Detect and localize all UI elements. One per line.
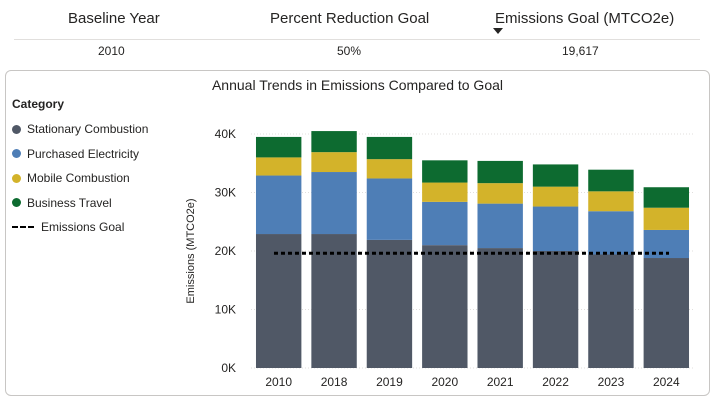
bar-business-travel xyxy=(477,160,523,184)
sort-descending-icon[interactable] xyxy=(493,28,503,34)
bar-business-travel xyxy=(366,136,413,160)
y-tick-label: 30K xyxy=(215,186,236,200)
bar-mobile-combustion xyxy=(588,191,634,212)
bar-purchased-electricity xyxy=(311,172,357,235)
bar-purchased-electricity xyxy=(532,206,579,251)
baseline-year-header: Baseline Year xyxy=(68,10,160,27)
bar-mobile-combustion xyxy=(366,159,413,179)
bar-stationary-combustion xyxy=(255,234,302,368)
y-tick-label: 10K xyxy=(215,303,236,317)
bar-business-travel xyxy=(422,160,468,183)
bar-business-travel xyxy=(643,187,690,208)
bar-mobile-combustion xyxy=(255,157,302,176)
emissions-goal-value: 19,617 xyxy=(562,44,599,58)
y-tick-label: 40K xyxy=(215,127,236,141)
bar-business-travel xyxy=(588,169,634,192)
y-tick-label: 0K xyxy=(221,361,236,375)
bar-purchased-electricity xyxy=(422,201,468,246)
bar-business-travel xyxy=(311,131,357,153)
x-tick-label: 2022 xyxy=(542,375,569,389)
x-tick-label: 2019 xyxy=(376,375,403,389)
x-tick-label: 2010 xyxy=(265,375,292,389)
legend-label: Purchased Electricity xyxy=(27,146,140,161)
bar-stationary-combustion xyxy=(532,251,579,368)
legend-label: Mobile Combustion xyxy=(27,171,130,186)
legend-title: Category xyxy=(12,97,65,111)
percent-reduction-value: 50% xyxy=(337,44,362,58)
chart-plot: 0K 10K 20K 30K 40K Emissions (MTCO2e) 2010 2018… xyxy=(185,127,694,389)
bar-business-travel xyxy=(532,164,579,187)
x-tick-label: 2024 xyxy=(653,375,680,389)
bar-mobile-combustion xyxy=(643,207,690,230)
y-axis-label: Emissions (MTCO2e) xyxy=(185,198,197,303)
kpi-card: Baseline Year Percent Reduction Goal Emi… xyxy=(6,0,708,66)
legend-swatch xyxy=(12,149,21,159)
emissions-goal-header[interactable]: Emissions Goal (MTCO2e) xyxy=(495,10,675,27)
bar-mobile-combustion xyxy=(311,152,357,173)
bar-stationary-combustion xyxy=(588,254,634,368)
x-tick-label: 2023 xyxy=(598,375,625,389)
percent-reduction-header: Percent Reduction Goal xyxy=(270,10,430,27)
baseline-year-value: 2010 xyxy=(98,44,125,58)
bar-business-travel xyxy=(255,136,302,158)
bar-purchased-electricity xyxy=(588,211,634,255)
bar-purchased-electricity xyxy=(366,178,413,240)
legend-swatch xyxy=(12,198,21,208)
chart-title: Annual Trends in Emissions Compared to G… xyxy=(211,77,504,93)
legend-item-mobile-combustion[interactable]: Mobile Combustion xyxy=(12,166,148,191)
legend-item-business-travel[interactable]: Business Travel xyxy=(12,191,148,216)
kpi-divider xyxy=(14,39,700,40)
bar-mobile-combustion xyxy=(477,183,523,204)
legend-item-stationary-combustion[interactable]: Stationary Combustion xyxy=(12,117,148,142)
legend-swatch xyxy=(12,124,21,134)
legend: Category Stationary Combustion Purchased… xyxy=(12,97,148,240)
bar-stationary-combustion xyxy=(643,258,690,368)
legend-item-purchased-electricity[interactable]: Purchased Electricity xyxy=(12,142,148,167)
legend-label: Emissions Goal xyxy=(41,220,125,235)
legend-item-emissions-goal[interactable]: Emissions Goal xyxy=(12,215,148,240)
x-tick-label: 2020 xyxy=(431,375,458,389)
x-tick-label: 2018 xyxy=(321,375,348,389)
legend-label: Business Travel xyxy=(27,195,112,210)
bar-stationary-combustion xyxy=(311,234,357,368)
x-tick-label: 2021 xyxy=(487,375,514,389)
bar-stationary-combustion xyxy=(477,248,523,368)
bar-purchased-electricity xyxy=(477,203,523,249)
legend-label: Stationary Combustion xyxy=(27,122,149,137)
legend-swatch xyxy=(12,173,21,183)
legend-goal-dash xyxy=(12,226,34,229)
bar-stationary-combustion xyxy=(422,245,468,368)
bar-purchased-electricity xyxy=(255,175,302,235)
bar-stationary-combustion xyxy=(366,239,413,368)
y-tick-label: 20K xyxy=(215,244,236,258)
bar-mobile-combustion xyxy=(422,182,468,202)
chart-card: Annual Trends in Emissions Compared to G… xyxy=(5,70,710,396)
bar-mobile-combustion xyxy=(532,186,579,207)
